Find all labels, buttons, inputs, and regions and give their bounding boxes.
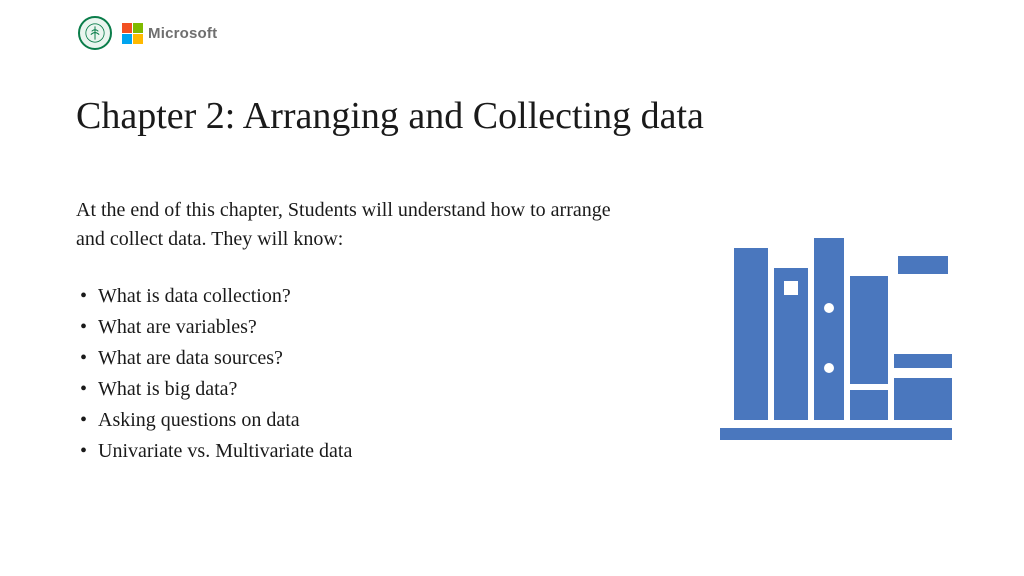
- books-graphic-icon: [712, 216, 960, 456]
- microsoft-logo: Microsoft: [122, 23, 217, 44]
- list-item: What are variables?: [76, 313, 636, 342]
- microsoft-squares-icon: [122, 23, 143, 44]
- chapter-title: Chapter 2: Arranging and Collecting data: [76, 94, 704, 138]
- institution-logo-icon: [78, 16, 112, 50]
- list-item: What are data sources?: [76, 344, 636, 373]
- microsoft-wordmark: Microsoft: [148, 25, 217, 42]
- list-item: Univariate vs. Multivariate data: [76, 437, 636, 466]
- logo-row: Microsoft: [78, 16, 217, 50]
- objectives-list: What is data collection? What are variab…: [76, 280, 636, 468]
- slide: Microsoft Chapter 2: Arranging and Colle…: [0, 0, 1024, 576]
- list-item: What is data collection?: [76, 282, 636, 311]
- intro-paragraph: At the end of this chapter, Students wil…: [76, 196, 636, 254]
- list-item: What is big data?: [76, 375, 636, 404]
- list-item: Asking questions on data: [76, 406, 636, 435]
